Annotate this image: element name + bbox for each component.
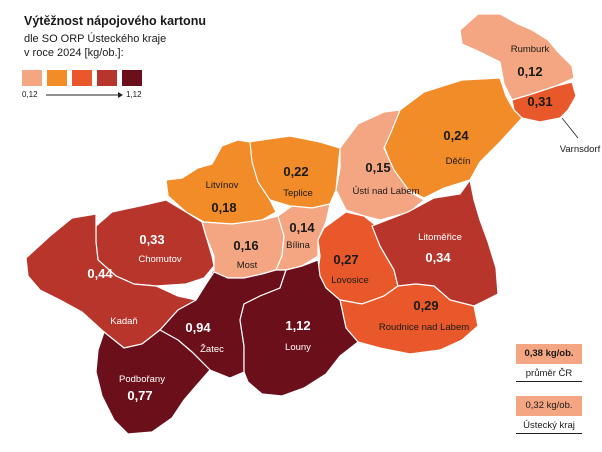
- region-value-litvinov: 0,18: [211, 200, 236, 215]
- region-louny: [239, 259, 359, 397]
- region-name-lovosice: Lovosice: [331, 275, 369, 286]
- region-name-chomutov: Chomutov: [138, 254, 182, 265]
- scale-swatch-3: [72, 70, 92, 86]
- color-scale-legend: 0,12 1,12: [22, 70, 150, 100]
- reference-cr-label: průměr ČR: [516, 368, 582, 382]
- reference-kraj-value: 0,32 kg/ob.: [516, 396, 582, 416]
- map-subtitle: dle SO ORP Ústeckého kraje v roce 2024 […: [24, 32, 166, 60]
- region-name-decin: Děčín: [446, 156, 471, 167]
- region-usti: [335, 109, 426, 221]
- region-value-litomerice: 0,34: [425, 250, 451, 265]
- region-value-chomutov: 0,33: [139, 232, 164, 247]
- varnsdorf-leader-line: [561, 117, 579, 139]
- region-value-bilina: 0,14: [289, 220, 315, 235]
- region-value-podborany: 0,77: [127, 388, 152, 403]
- region-bilina: [275, 203, 331, 271]
- region-value-louny: 1,12: [285, 318, 310, 333]
- scale-swatch-1: [22, 70, 42, 86]
- region-name-litomerice: Litoměřice: [418, 232, 462, 243]
- region-value-rumburk: 0,12: [517, 64, 542, 79]
- region-name-varnsdorf: Varnsdorf: [560, 144, 601, 155]
- region-name-louny: Louny: [285, 342, 311, 353]
- region-value-varnsdorf: 0,31: [527, 94, 552, 109]
- scale-arrow-icon: [46, 92, 123, 98]
- region-name-zatec: Žatec: [200, 344, 224, 355]
- region-name-usti: Ústí nad Labem: [352, 186, 419, 197]
- region-podborany: [95, 329, 211, 435]
- scale-swatch-2: [47, 70, 67, 86]
- scale-swatch-4: [97, 70, 117, 86]
- map-title: Výtěžnost nápojového kartonu: [24, 14, 206, 28]
- region-value-kadan: 0,44: [87, 266, 113, 281]
- region-rumburk: [459, 13, 575, 101]
- region-name-kadan: Kadaň: [110, 316, 137, 327]
- region-name-roudnice: Roudnice nad Labem: [379, 322, 469, 333]
- region-litomerice: [371, 178, 499, 307]
- region-value-decin: 0,24: [443, 128, 469, 143]
- region-value-lovosice: 0,27: [333, 252, 358, 267]
- region-name-most: Most: [237, 260, 258, 271]
- region-name-bilina: Bílina: [286, 240, 310, 251]
- subtitle-line-2: v roce 2024 [kg/ob.]:: [24, 47, 124, 59]
- scale-swatch-5: [122, 70, 142, 86]
- reference-kraj: 0,32 kg/ob. Ústecký kraj: [516, 396, 582, 434]
- region-name-rumburk: Rumburk: [511, 44, 550, 55]
- reference-kraj-label: Ústecký kraj: [516, 420, 582, 434]
- region-name-litvinov: Litvínov: [206, 180, 239, 191]
- region-value-usti: 0,15: [365, 160, 390, 175]
- region-value-roudnice: 0,29: [413, 298, 438, 313]
- reference-cr-value: 0,38 kg/ob.: [516, 344, 582, 364]
- region-name-podborany: Podbořany: [119, 374, 165, 385]
- scale-min-label: 0,12: [22, 90, 38, 99]
- reference-cr: 0,38 kg/ob. průměr ČR: [516, 344, 582, 382]
- region-value-most: 0,16: [233, 238, 258, 253]
- region-value-teplice: 0,22: [283, 164, 308, 179]
- scale-max-label: 1,12: [126, 90, 142, 99]
- subtitle-line-1: dle SO ORP Ústeckého kraje: [24, 33, 167, 45]
- region-roudnice: [339, 283, 479, 355]
- region-value-zatec: 0,94: [185, 320, 211, 335]
- region-name-teplice: Teplice: [283, 188, 313, 199]
